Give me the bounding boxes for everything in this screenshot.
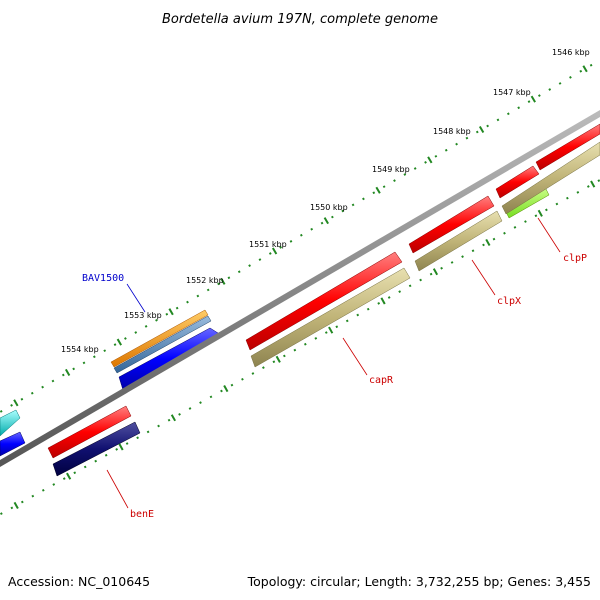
- inner-tick-1: [66, 472, 72, 480]
- tick-label-1553: 1553 kbp: [124, 311, 162, 320]
- gene-arrow-blue-partial[interactable]: [0, 431, 26, 457]
- leader-capr: [342, 337, 368, 376]
- gene-label-capr[interactable]: capR: [369, 375, 394, 386]
- gene-label-clpp[interactable]: clpP: [563, 253, 587, 264]
- outer-tick-3: [168, 308, 174, 316]
- outer-red-genes: [245, 123, 600, 351]
- gene-arrow-clpx-forward[interactable]: [408, 195, 495, 254]
- kbp-labels: 1546 kbp 1547 kbp 1548 kbp 1549 kbp 1550…: [61, 48, 590, 354]
- inner-tick-4: [223, 385, 229, 393]
- genome-summary-text: Topology: circular; Length: 3,732,255 bp…: [247, 574, 591, 589]
- leader-bav1500: [126, 283, 146, 313]
- outer-tick-11: [582, 65, 588, 73]
- genome-backbone: [0, 110, 600, 467]
- outer-tick-8: [427, 156, 433, 164]
- gene-labels: BAV1500 clpP clpX capR benE: [82, 253, 587, 520]
- outer-tick-6: [323, 217, 329, 225]
- gene-label-bene[interactable]: benE: [130, 509, 154, 520]
- outer-tick-4: [220, 277, 226, 285]
- tick-label-1554: 1554 kbp: [61, 345, 99, 354]
- tick-label-1546: 1546 kbp: [552, 48, 590, 57]
- inner-tick-10: [537, 209, 543, 217]
- inner-tick-11: [590, 180, 596, 188]
- outer-tick-5: [271, 247, 278, 255]
- gene-label-clpx[interactable]: clpX: [497, 296, 521, 307]
- inner-tick-3: [170, 414, 177, 422]
- label-leaders: [106, 217, 561, 509]
- accession-text: Accession: NC_010645: [8, 574, 150, 589]
- gene-label-bav1500[interactable]: BAV1500: [82, 273, 124, 284]
- inner-tick-7: [380, 297, 386, 305]
- gene-arrow-bene-navy[interactable]: [52, 421, 141, 477]
- tick-label-1551: 1551 kbp: [249, 240, 287, 249]
- inner-major-ticks: [13, 180, 596, 509]
- leader-clpp: [537, 217, 561, 253]
- cds-khaki-upper[interactable]: [501, 141, 600, 215]
- tick-label-1552: 1552 kbp: [186, 276, 224, 285]
- outer-tick-9: [478, 125, 485, 134]
- cds-khaki-capr[interactable]: [250, 267, 411, 368]
- backbone-line: [0, 110, 600, 467]
- inner-tick-5: [275, 355, 281, 363]
- map-title: Bordetella avium 197N, complete genome: [162, 12, 438, 27]
- gene-arrow-red-upper[interactable]: [535, 123, 600, 171]
- lower-genes: [0, 405, 141, 477]
- tick-label-1548: 1548 kbp: [433, 127, 471, 136]
- tick-label-1550: 1550 kbp: [310, 203, 348, 212]
- gene-arrow-clpp-forward[interactable]: [495, 165, 540, 199]
- outer-major-ticks: [13, 65, 588, 407]
- gene-arrow-bav1500-orange[interactable]: [110, 309, 209, 368]
- outer-tick-7: [375, 186, 381, 194]
- inner-tick-9: [485, 238, 491, 247]
- cds-khaki-clpx[interactable]: [414, 210, 503, 272]
- inner-ruler-line: [0, 179, 600, 516]
- inner-tick-2: [118, 443, 124, 451]
- tick-label-1547: 1547 kbp: [493, 88, 531, 97]
- forward-genes: [0, 309, 219, 437]
- inner-cds-row: [250, 141, 600, 368]
- gene-arrow-capr-forward[interactable]: [245, 251, 403, 351]
- inner-tick-8: [432, 268, 439, 276]
- inner-tick-6: [328, 326, 334, 334]
- gene-arrow-cyan-partial[interactable]: [0, 409, 21, 437]
- outer-tick-1: [64, 368, 71, 376]
- leader-clpx: [471, 259, 496, 296]
- outer-ruler: [0, 59, 600, 414]
- tick-label-1549: 1549 kbp: [372, 165, 410, 174]
- outer-tick-10: [530, 95, 536, 103]
- inner-tick-0: [13, 501, 19, 509]
- gene-arrow-bene-red[interactable]: [47, 405, 132, 459]
- gene-arrow-bav1500-steel[interactable]: [113, 315, 212, 374]
- outer-tick-0: [13, 399, 19, 407]
- leader-bene: [106, 469, 129, 509]
- outer-ruler-line: [0, 59, 600, 414]
- inner-ruler: [0, 179, 600, 516]
- outer-tick-2: [116, 338, 123, 346]
